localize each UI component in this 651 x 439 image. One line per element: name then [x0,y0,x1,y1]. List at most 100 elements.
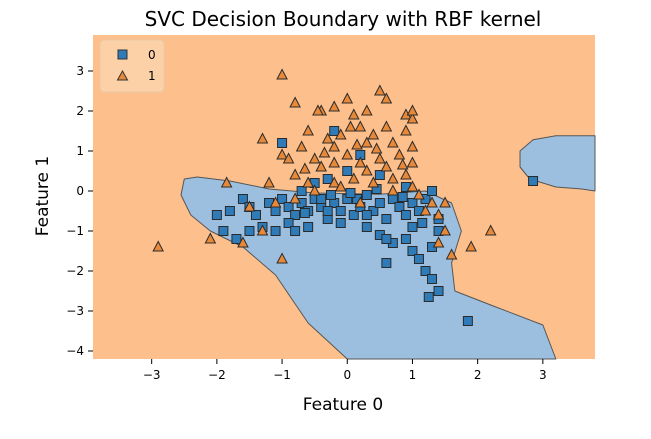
point-class-1 [344,120,357,132]
point-class-1 [465,240,477,252]
point-class-0 [231,234,242,244]
point-class-0 [322,206,333,216]
point-class-0 [427,186,438,196]
point-class-0 [374,198,385,208]
legend: 0 1 [99,39,165,93]
point-class-0 [381,234,392,244]
point-class-0 [381,214,392,224]
point-class-1 [445,248,458,260]
region-class-0-0 [180,176,557,360]
decision-regions [180,135,596,360]
point-class-0 [413,254,424,264]
point-class-1 [295,140,308,152]
point-class-1 [419,204,432,216]
point-class-1 [426,196,438,208]
point-class-0 [528,176,539,186]
point-class-1 [152,240,165,252]
point-class-1 [413,188,425,200]
point-class-1 [328,176,341,188]
point-class-1 [387,184,399,196]
data-points [152,68,539,326]
y-axis: −4 −3 −2 −1 0 1 2 3 [66,64,93,358]
y-axis-label: Feature 1 [33,156,53,236]
point-class-1 [276,252,288,264]
point-class-1 [393,148,406,160]
legend-label-1: 1 [148,69,156,83]
point-class-1 [315,160,328,172]
point-class-0 [400,234,411,244]
point-class-0 [303,222,314,232]
point-class-0 [407,222,418,232]
point-class-0 [420,266,431,276]
x-tick-label: −3 [143,368,161,382]
point-class-1 [354,196,367,208]
y-tick-label: 1 [76,144,84,158]
point-class-0 [296,186,307,196]
point-class-1 [354,120,367,132]
point-class-0 [325,190,336,200]
chart-title: SVC Decision Boundary with RBF kernel [145,7,542,31]
point-class-1 [328,140,341,152]
point-class-1 [263,176,275,188]
point-class-1 [334,180,347,192]
point-class-1 [302,124,314,136]
point-class-1 [220,176,233,188]
point-class-1 [289,96,301,108]
point-class-0 [250,210,261,220]
point-class-0 [433,286,444,296]
point-class-0 [270,206,281,216]
point-class-0 [374,170,385,180]
point-class-1 [400,168,412,180]
point-class-0 [407,198,418,208]
legend-label-0: 0 [148,48,156,62]
point-class-1 [484,224,497,236]
point-class-1 [276,148,288,160]
y-tick-label: 0 [76,184,84,198]
y-tick-label: −4 [66,344,84,358]
point-class-1 [302,176,314,188]
x-tick-label: −2 [208,368,226,382]
point-class-0 [427,274,438,284]
x-tick-label: 1 [409,368,417,382]
point-class-1 [243,200,256,212]
point-class-1 [396,158,409,170]
point-class-1 [341,92,354,104]
point-class-1 [406,156,419,168]
point-class-1 [367,128,380,140]
point-class-1 [406,140,419,152]
point-class-0 [394,202,405,212]
point-class-1 [289,192,301,204]
x-axis-label: Feature 0 [303,395,383,415]
point-class-1 [299,162,311,174]
point-class-1 [256,224,269,236]
point-class-1 [367,176,380,188]
point-class-1 [312,104,324,116]
point-class-1 [347,108,360,120]
point-class-1 [380,160,393,172]
point-class-1 [370,142,383,154]
point-class-1 [387,172,399,184]
point-class-0 [335,218,346,228]
point-class-0 [342,166,353,176]
point-class-0 [283,202,294,212]
point-class-1 [387,136,399,148]
point-class-0 [244,226,255,236]
point-class-1 [406,112,419,124]
point-class-1 [360,104,373,116]
point-class-0 [316,194,327,204]
point-class-0 [361,210,372,220]
point-class-1 [351,138,363,150]
point-class-0 [211,210,222,220]
point-class-0 [335,206,346,216]
point-class-1 [432,236,445,248]
point-class-1 [360,136,373,148]
point-class-1 [256,132,269,144]
point-class-1 [374,152,386,164]
point-class-1 [318,146,331,158]
point-class-0 [345,188,356,198]
legend-marker-square [117,49,128,60]
legend-box [99,39,165,93]
point-class-1 [308,152,321,164]
point-class-0 [290,226,301,236]
